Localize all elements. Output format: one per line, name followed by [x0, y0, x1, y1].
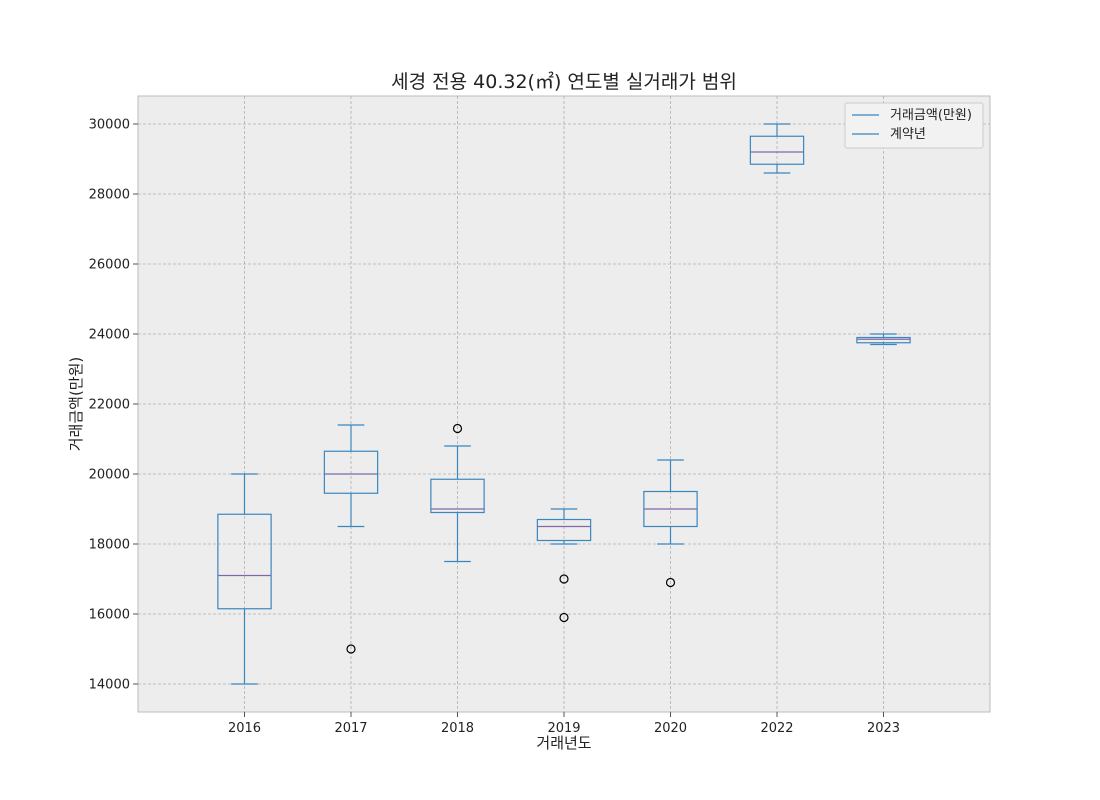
outlier-point: [559, 612, 569, 623]
box-2019: [536, 508, 592, 623]
y-tick-label: 16000: [89, 608, 130, 623]
y-tick-label: 22000: [89, 398, 130, 413]
outlier-point: [559, 574, 569, 584]
grid-lines: [138, 96, 990, 712]
x-tick-label: 2017: [334, 721, 367, 736]
box-iqr: [323, 450, 379, 494]
chart-title: 세경 전용 40.32(㎡) 연도별 실거래가 범위: [391, 70, 737, 93]
y-tick-label: 20000: [89, 468, 130, 483]
y-tick-label: 26000: [89, 258, 130, 273]
box-iqr: [217, 513, 272, 610]
outlier-point: [346, 644, 356, 654]
x-tick-label: 2022: [760, 721, 793, 736]
x-tick-label: 2023: [867, 721, 900, 736]
x-tick-label: 2020: [654, 721, 687, 736]
y-tick-label: 14000: [89, 678, 130, 693]
x-tick-label: 2018: [441, 721, 474, 736]
legend-label-year: 계약년: [890, 127, 926, 142]
x-axis-label: 거래년도: [536, 734, 591, 752]
box-2016: [217, 473, 272, 685]
y-tick-label: 18000: [89, 538, 130, 553]
x-tick-label: 2016: [228, 721, 261, 736]
box-iqr: [430, 478, 485, 514]
outlier-point: [665, 577, 676, 588]
y-tick-label: 28000: [89, 188, 130, 203]
legend-box: [844, 102, 984, 149]
box-iqr: [536, 518, 592, 542]
box-2020: [643, 459, 698, 588]
legend: 거래금액(만원) 계약년: [844, 102, 984, 149]
box-2022: [749, 123, 805, 174]
y-tick-label: 24000: [89, 328, 130, 343]
x-tick-label: 2019: [547, 721, 580, 736]
box-2017: [323, 424, 379, 654]
box-2023: [856, 333, 911, 346]
box-2018: [430, 423, 485, 563]
box-iqr: [856, 336, 911, 344]
y-axis-label: 거래금액(만원): [67, 357, 85, 452]
boxes: [217, 123, 911, 685]
outlier-point: [452, 423, 463, 434]
axis-ticks: 14000 16000 18000 20000 22000 24000 26000 28000…: [89, 118, 900, 737]
legend-label-price: 거래금액(만원): [890, 108, 972, 123]
box-iqr: [749, 135, 805, 165]
y-tick-label: 30000: [89, 118, 130, 133]
